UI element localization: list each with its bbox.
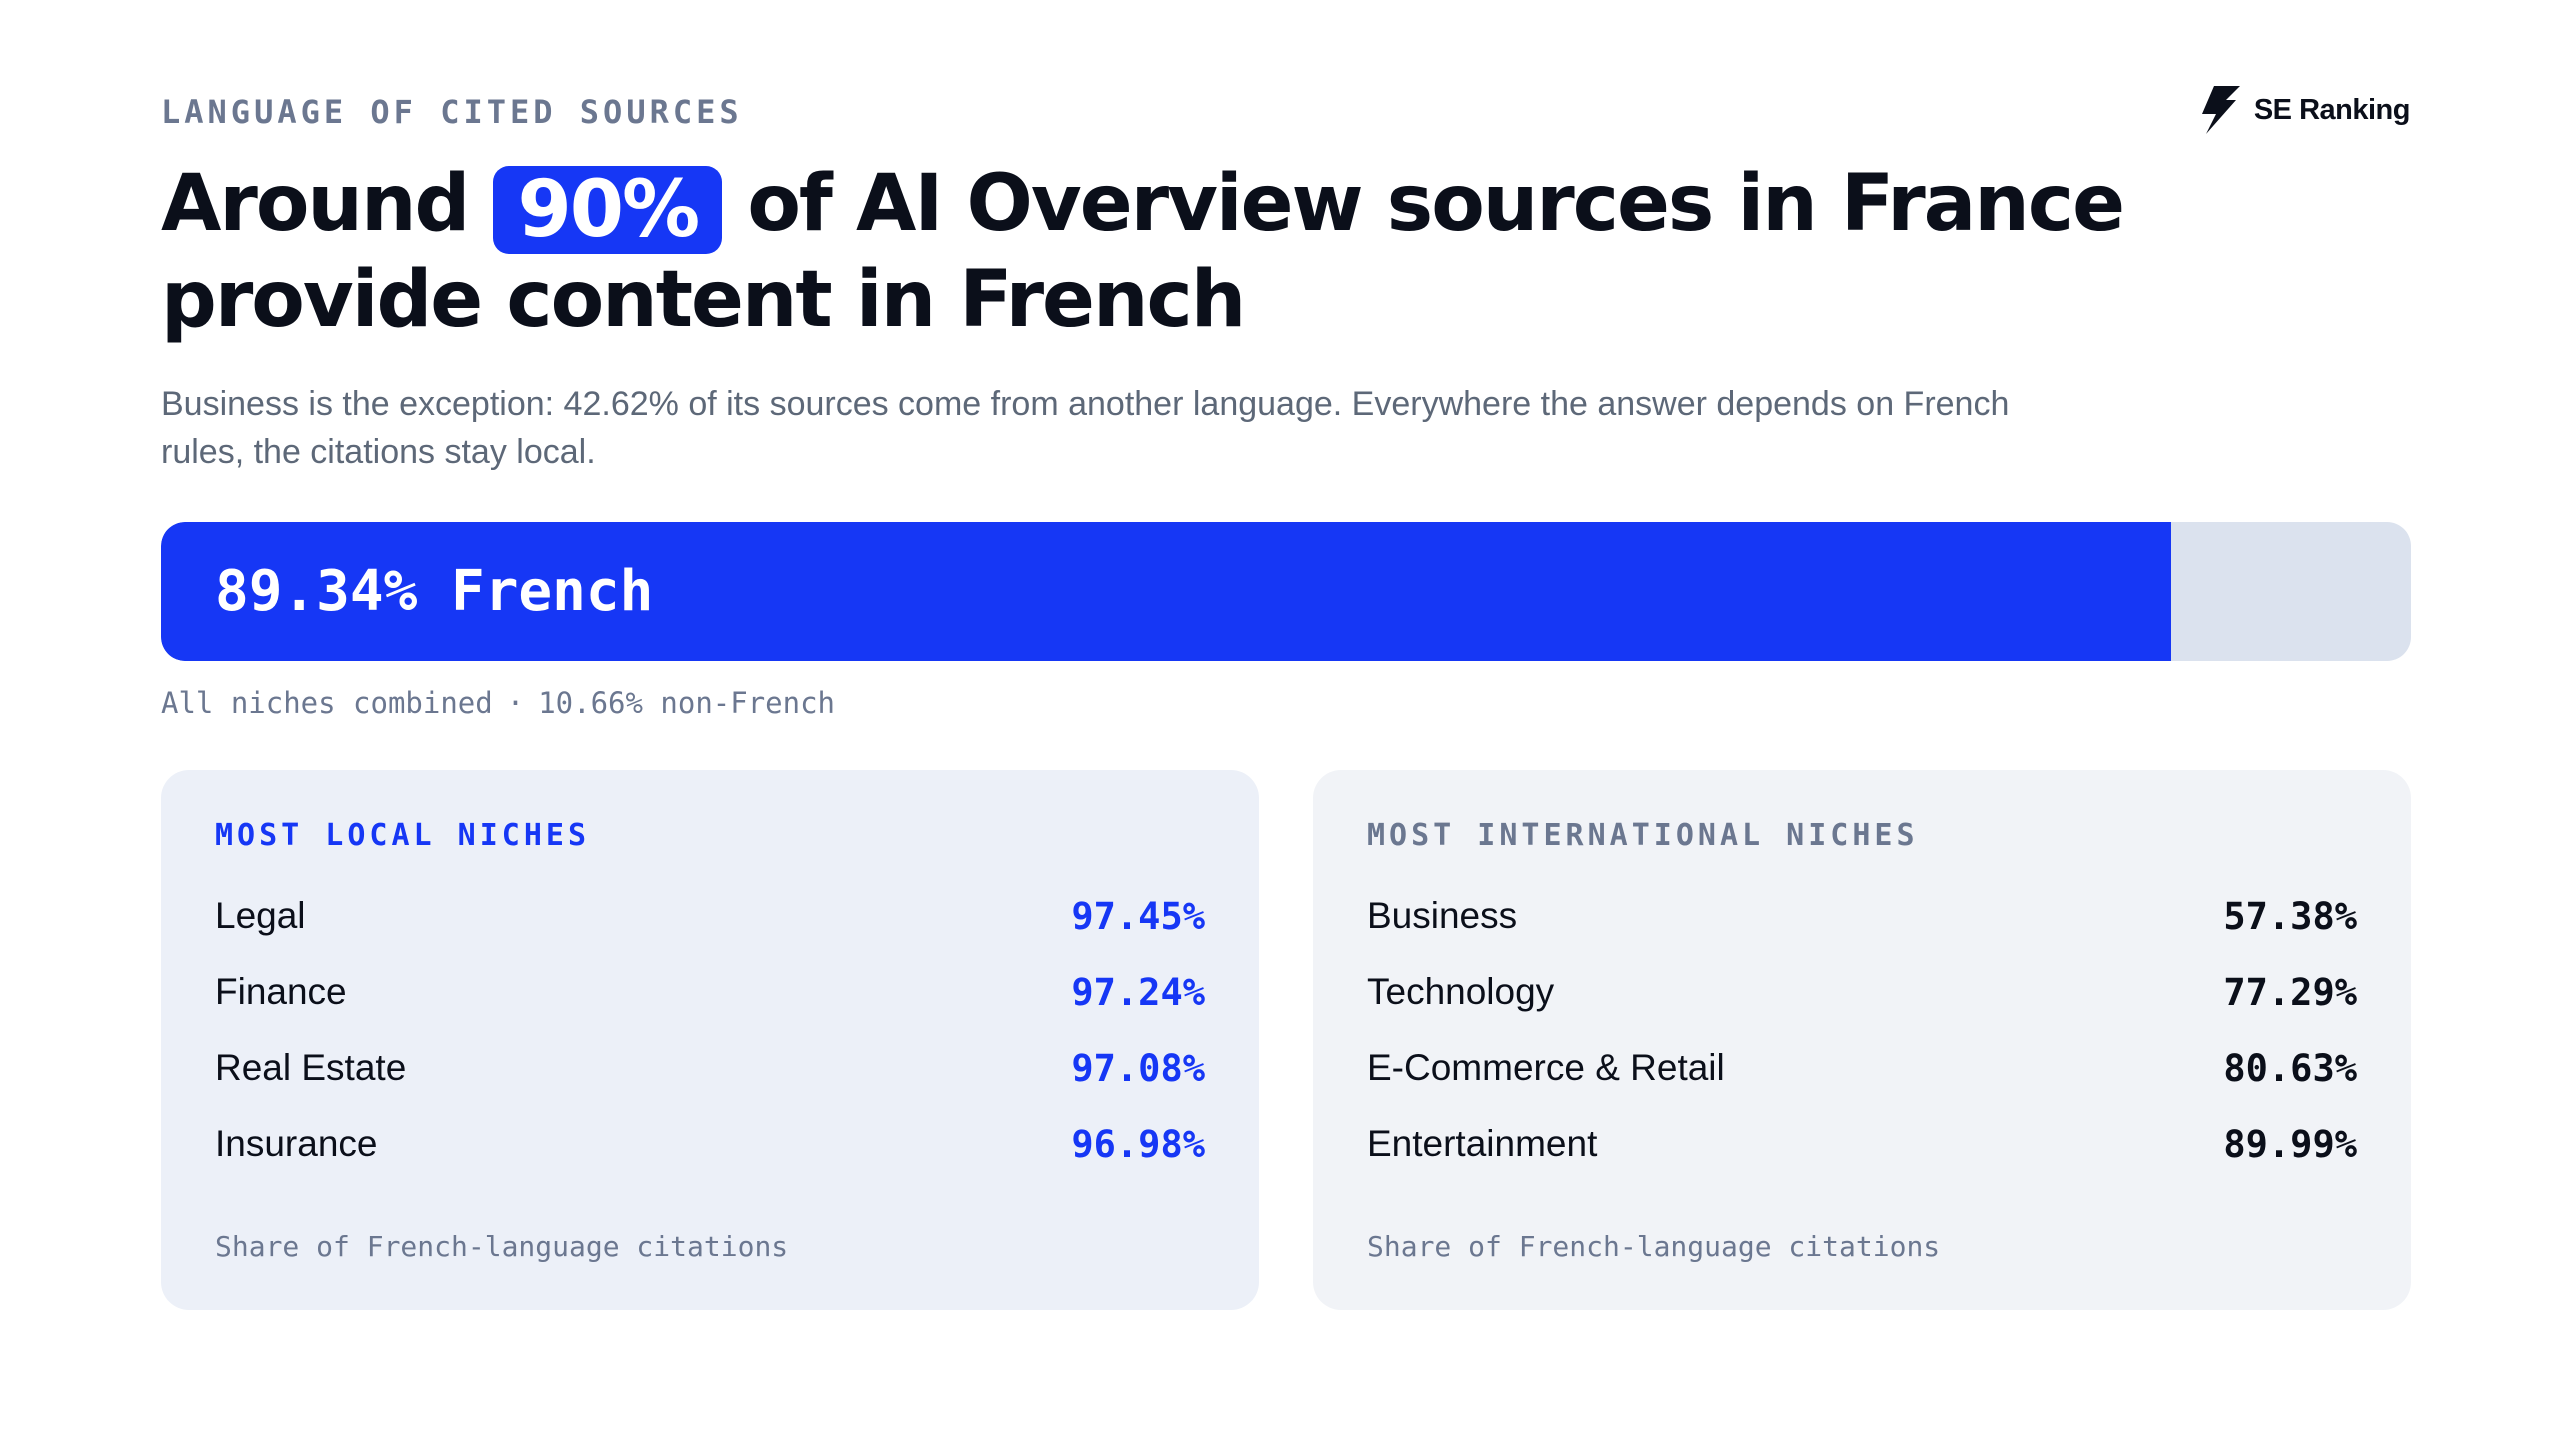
niche-value: 89.99%: [2223, 1122, 2357, 1166]
local-niches-card: MOST LOCAL NICHES Legal 97.45% Finance 9…: [161, 770, 1259, 1310]
french-share-bar: 89.34% French: [161, 522, 2411, 661]
se-ranking-bolt-logo-icon: [2200, 86, 2242, 134]
niche-value: 96.98%: [1071, 1122, 1205, 1166]
international-niches-card: MOST INTERNATIONAL NICHES Business 57.38…: [1313, 770, 2411, 1310]
niche-value: 80.63%: [2223, 1046, 2357, 1090]
international-niches-footnote: Share of French-language citations: [1367, 1230, 1941, 1263]
niche-value: 97.45%: [1071, 894, 1205, 938]
local-niches-footnote: Share of French-language citations: [215, 1230, 789, 1263]
brand-name: SE Ranking: [2253, 93, 2411, 126]
french-share-bar-label: 89.34% French: [215, 559, 654, 624]
niche-label: Business: [1367, 895, 1518, 936]
list-item: Insurance 96.98%: [215, 1106, 1205, 1182]
niche-label: Real Estate: [215, 1047, 407, 1088]
list-item: Legal 97.45%: [215, 878, 1205, 954]
page-subtitle: Business is the exception: 42.62% of its…: [161, 385, 2010, 471]
niche-label: Entertainment: [1367, 1123, 1598, 1164]
niche-label: E-Commerce & Retail: [1367, 1047, 1725, 1088]
bar-caption-non-french: 10.66% non-French: [538, 686, 836, 720]
niche-value: 97.08%: [1071, 1046, 1205, 1090]
list-item: Technology 77.29%: [1367, 954, 2357, 1030]
page-headline: Around 90% of AI Overview sources in Fra…: [161, 158, 2161, 346]
eyebrow-label: LANGUAGE OF CITED SOURCES: [161, 93, 743, 131]
niche-label: Legal: [215, 895, 306, 936]
local-niches-title: MOST LOCAL NICHES: [215, 818, 591, 853]
list-item: Entertainment 89.99%: [1367, 1106, 2357, 1182]
brand-logo: SE Ranking: [2200, 86, 2411, 134]
list-item: E-Commerce & Retail 80.63%: [1367, 1030, 2357, 1106]
niche-label: Finance: [215, 971, 347, 1012]
list-item: Business 57.38%: [1367, 878, 2357, 954]
list-item: Real Estate 97.08%: [215, 1030, 1205, 1106]
headline-lead: Around: [161, 159, 470, 249]
list-item: Finance 97.24%: [215, 954, 1205, 1030]
local-niches-list: Legal 97.45% Finance 97.24% Real Estate …: [215, 878, 1205, 1182]
niche-value: 97.24%: [1071, 970, 1205, 1014]
niche-label: Technology: [1367, 971, 1555, 1012]
headline-rest: of AI Overview sources in France provide…: [161, 159, 2125, 345]
niche-label: Insurance: [215, 1123, 378, 1164]
bar-caption: All niches combined · 10.66% non-French: [161, 686, 835, 720]
international-niches-list: Business 57.38% Technology 77.29% E-Comm…: [1367, 878, 2357, 1182]
bar-caption-scope: All niches combined: [161, 686, 493, 720]
niche-value: 77.29%: [2223, 970, 2357, 1014]
headline-highlight-badge: 90%: [493, 166, 723, 254]
french-share-bar-fill: [161, 522, 2172, 661]
niche-value: 57.38%: [2223, 894, 2357, 938]
international-niches-title: MOST INTERNATIONAL NICHES: [1367, 818, 1919, 853]
bar-caption-separator: ·: [506, 686, 525, 720]
